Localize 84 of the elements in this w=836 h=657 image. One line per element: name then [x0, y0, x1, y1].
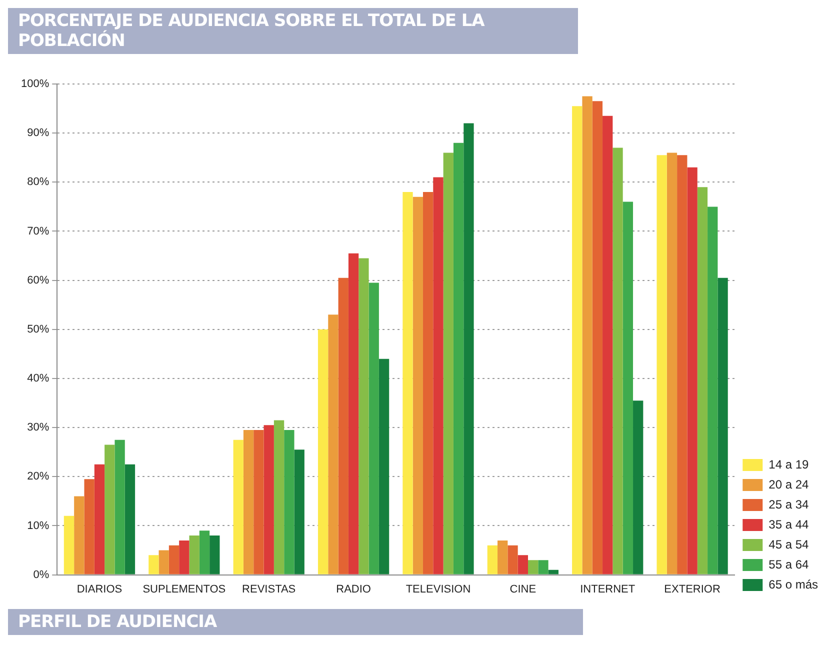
x-tick-label: RADIO: [336, 583, 372, 596]
bar: [697, 187, 708, 574]
bar: [189, 536, 200, 574]
bar: [412, 196, 423, 574]
bar: [508, 545, 518, 574]
x-tick-label: SUPLEMENTOS: [142, 583, 226, 596]
y-tick-label: 70%: [27, 225, 50, 238]
x-tick-label: TELEVISION: [406, 583, 471, 596]
bar: [708, 206, 718, 574]
bar: [518, 555, 528, 574]
bar: [168, 545, 180, 574]
y-tick-label: 80%: [27, 176, 50, 188]
bar: [402, 192, 413, 574]
y-tick-label: 30%: [27, 422, 50, 434]
bar: [64, 516, 74, 574]
bar: [443, 152, 454, 574]
bar: [677, 155, 688, 574]
bar: [656, 155, 667, 574]
bar: [453, 142, 464, 574]
bar: [318, 329, 328, 574]
x-tick-label: EXTERIOR: [664, 583, 720, 596]
bar: [464, 123, 474, 574]
x-tick-label: REVISTAS: [242, 583, 296, 596]
bar: [633, 400, 644, 574]
bar: [210, 536, 220, 574]
legend-label: 20 a 24: [768, 477, 810, 492]
bar: [284, 430, 294, 574]
bar: [254, 430, 264, 574]
bar: [498, 540, 508, 574]
y-tick-label: 0%: [33, 568, 50, 581]
bar: [538, 560, 548, 574]
bar: [528, 560, 538, 574]
chart-title: PORCENTAJE DE AUDIENCIA SOBRE EL TOTAL DE LA POBLACIÓN: [8, 8, 578, 54]
text: PERFIL DE AUDIENCIA: [8, 609, 583, 635]
x-tick-label: CINE: [510, 583, 536, 596]
bar: [74, 496, 84, 574]
bar: [338, 278, 348, 574]
bar: [179, 540, 190, 574]
bar: [622, 202, 634, 574]
legend-label: 55 a 64: [768, 557, 810, 572]
bar: [84, 479, 94, 574]
y-tick-label: 90%: [27, 127, 50, 140]
legend-label: 14 a 19: [768, 457, 810, 472]
bar: [264, 425, 274, 574]
bar: [602, 116, 613, 574]
y-tick-label: 40%: [27, 372, 50, 385]
bar: [104, 444, 115, 574]
y-tick-label: 100%: [20, 78, 50, 90]
bar: [294, 450, 304, 574]
bar: [158, 550, 169, 574]
legend-label: 45 a 54: [768, 537, 810, 552]
bar: [114, 440, 125, 574]
bar: [687, 167, 698, 574]
x-tick-label: DIARIOS: [76, 583, 122, 596]
legend-label: 25 a 34: [768, 497, 810, 512]
bar: [233, 440, 244, 574]
bar: [274, 420, 284, 574]
bar: [433, 177, 444, 574]
bar: [592, 101, 603, 574]
bar: [612, 148, 623, 574]
bar: [348, 253, 359, 574]
y-tick-label: 60%: [27, 274, 50, 286]
bar: [572, 106, 582, 574]
x-tick-label: INTERNET: [580, 583, 636, 596]
bar: [666, 152, 678, 574]
legend-label: 35 a 44: [768, 517, 810, 532]
bar: [368, 282, 379, 574]
bar: [548, 570, 558, 574]
bar: [718, 278, 728, 574]
bar: [243, 430, 254, 574]
bar: [358, 258, 369, 574]
bar: [328, 314, 338, 574]
bar: [487, 545, 498, 574]
bar: [124, 464, 136, 574]
y-tick-label: 20%: [27, 470, 50, 483]
bar: [582, 96, 592, 574]
y-tick-label: 10%: [27, 520, 50, 532]
bar: [378, 358, 390, 574]
legend-label: 65 o más: [768, 577, 818, 592]
bar: [94, 464, 105, 574]
bar: [199, 530, 210, 574]
bar: [148, 555, 159, 574]
bar: [422, 192, 434, 574]
y-tick-label: 50%: [27, 323, 50, 336]
